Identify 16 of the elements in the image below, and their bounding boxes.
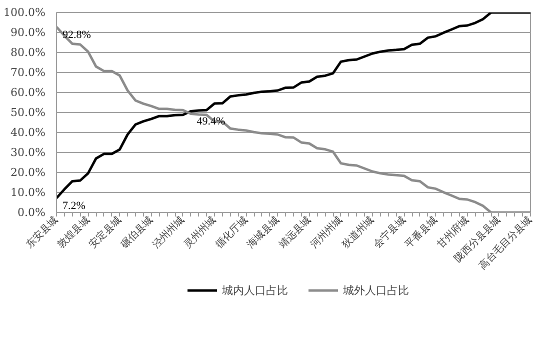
y-tick-label: 50.0%: [10, 106, 46, 119]
y-tick-label: 60.0%: [10, 86, 46, 99]
y-tick-label: 80.0%: [10, 46, 46, 59]
legend-label: 城内人口占比: [222, 282, 288, 298]
y-tick-label: 20.0%: [10, 166, 46, 179]
legend-label: 城外人口占比: [343, 282, 409, 298]
y-tick-label: 90.0%: [10, 26, 46, 39]
y-tick-label: 10.0%: [10, 186, 46, 199]
y-tick-label: 40.0%: [10, 126, 46, 139]
y-tick-label: 0.0%: [18, 206, 46, 219]
y-tick-label: 30.0%: [10, 146, 46, 159]
data-label: 49.4%: [196, 116, 226, 128]
data-label: 7.2%: [62, 200, 86, 212]
data-label: 92.8%: [62, 28, 91, 41]
y-tick-label: 70.0%: [10, 66, 46, 79]
y-tick-label: 100.0%: [4, 6, 46, 19]
